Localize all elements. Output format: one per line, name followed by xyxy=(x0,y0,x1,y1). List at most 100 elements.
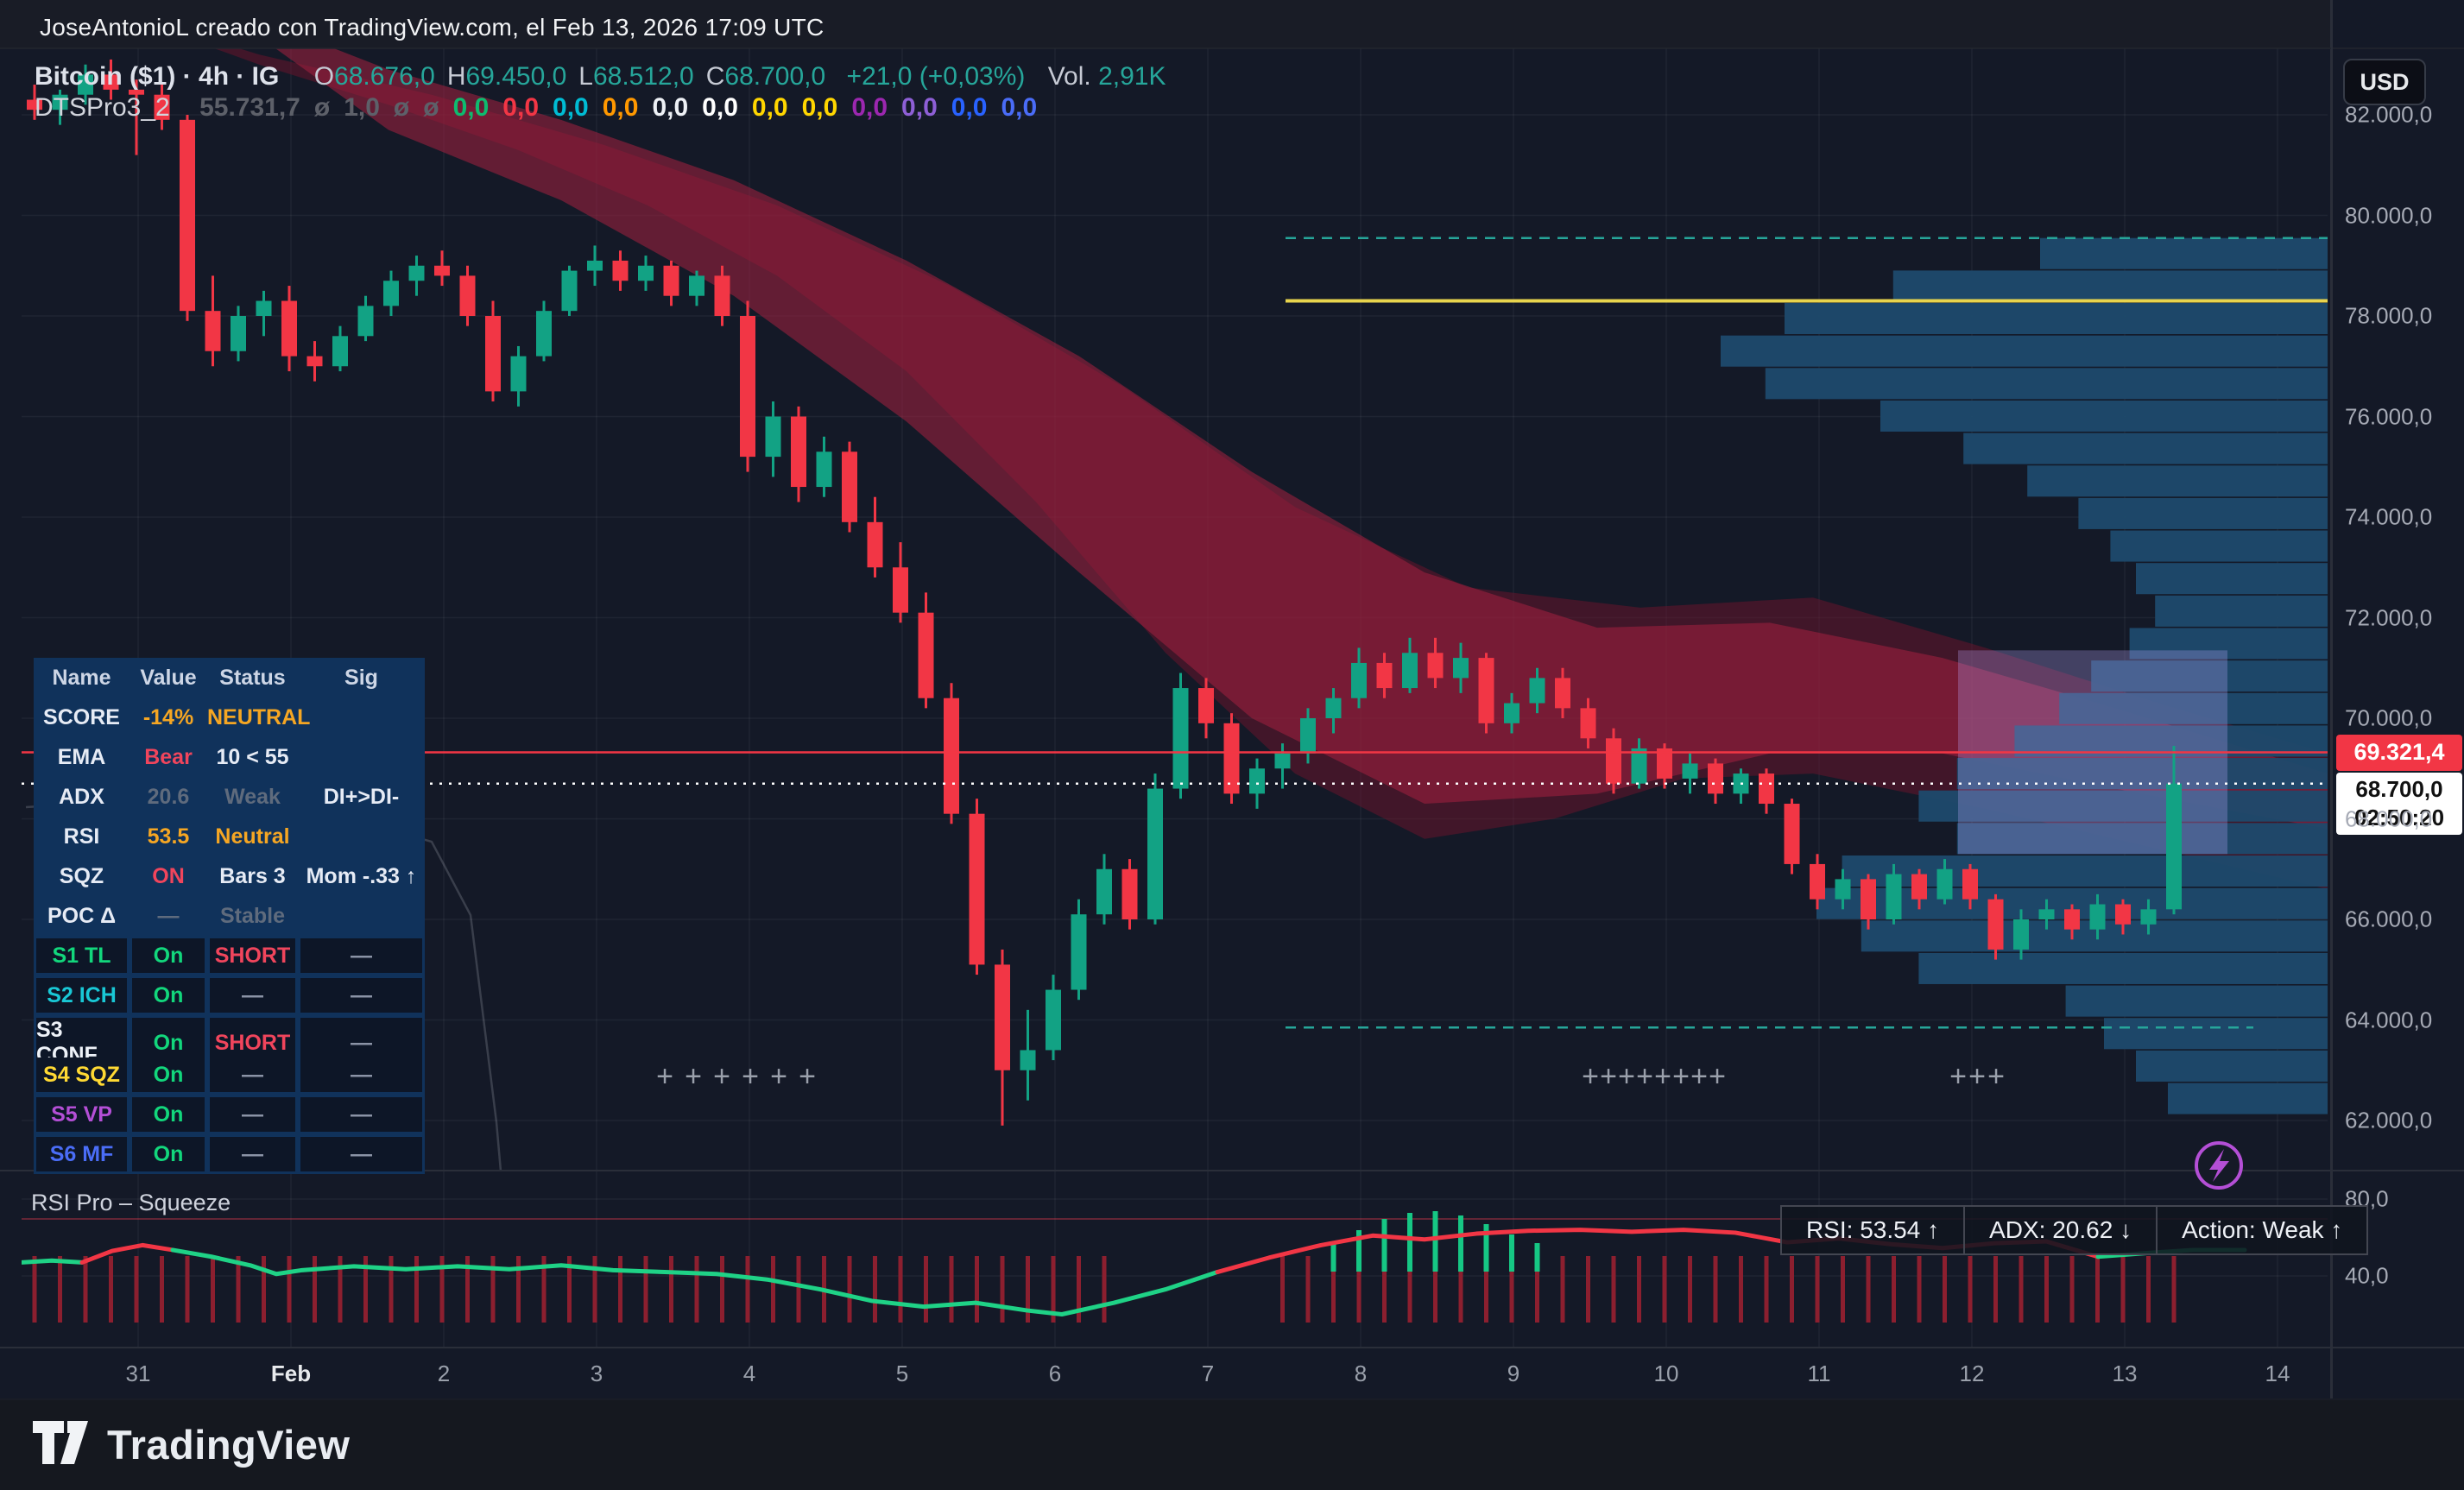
candle-body xyxy=(332,336,348,367)
candle-body xyxy=(1172,688,1189,789)
panel-cell: — xyxy=(210,1058,295,1092)
candle-body xyxy=(663,265,679,296)
squeeze-bar xyxy=(185,1256,190,1323)
candle-body xyxy=(1198,688,1214,723)
time-label: 6 xyxy=(1048,1361,1062,1386)
plus-mark: + xyxy=(713,1060,730,1093)
candle-body xyxy=(893,567,908,613)
time-label: 14 xyxy=(2265,1361,2290,1386)
last-price-value: 68.700,0 xyxy=(2355,775,2443,802)
squeeze-bar xyxy=(1433,1256,1437,1323)
squeeze-bar xyxy=(1051,1256,1056,1323)
squeeze-bar xyxy=(1000,1256,1005,1323)
squeeze-bar xyxy=(1688,1256,1692,1323)
time-label: 11 xyxy=(1807,1361,1831,1386)
price-tick: 68.000,0 xyxy=(2345,805,2433,831)
squeeze-bar xyxy=(2044,1256,2049,1323)
plus-mark: + xyxy=(799,1060,816,1093)
candle-body xyxy=(1096,868,1112,915)
lightning-icon xyxy=(2209,1149,2229,1182)
candle-body xyxy=(27,99,42,110)
candle-body xyxy=(2038,909,2055,919)
rsi-pane-title[interactable]: RSI Pro – Squeeze xyxy=(31,1190,231,1215)
panel-cell: 53.5 xyxy=(147,824,190,849)
squeeze-bar xyxy=(211,1256,215,1323)
candle-body xyxy=(689,275,704,296)
flash-action-button[interactable] xyxy=(2195,1141,2243,1190)
candle-body xyxy=(1835,879,1851,900)
currency-button[interactable]: USD xyxy=(2343,59,2426,105)
squeeze-bar xyxy=(1637,1256,1641,1323)
squeeze-bar xyxy=(1586,1256,1590,1323)
panel-cell: DI+>DI- xyxy=(323,784,400,809)
panel-cell: — xyxy=(210,1097,295,1132)
panel-cell: — xyxy=(210,978,295,1013)
candle-body xyxy=(1147,788,1163,919)
candle-body xyxy=(2013,919,2029,950)
squeeze-bar xyxy=(924,1256,928,1323)
candle-wick xyxy=(135,79,138,155)
squeeze-bar xyxy=(2069,1256,2075,1323)
price-axis[interactable]: USD 69.321,4 68.700,0 02:50:20 82.000,0 8… xyxy=(2331,0,2464,1398)
indicator-name[interactable]: DTSPro3_2 xyxy=(35,93,170,122)
squeeze-bar xyxy=(1535,1256,1539,1323)
price-tick: 72.000,0 xyxy=(2345,604,2433,630)
candle-body xyxy=(1325,698,1342,718)
tradingview-logo-icon[interactable] xyxy=(31,1417,98,1471)
panel-summary-row: SCORE -14% NEUTRAL xyxy=(34,698,425,737)
squeeze-bar xyxy=(618,1256,622,1323)
squeeze-bar xyxy=(694,1256,699,1323)
squeeze-bar xyxy=(338,1256,343,1323)
squeeze-bar xyxy=(1382,1256,1387,1323)
panel-cell: — xyxy=(300,1058,422,1092)
rsi-status-cell: ADX: 20.62 ↓ xyxy=(1963,1207,2156,1253)
squeeze-bar xyxy=(1943,1256,1947,1323)
squeeze-bar xyxy=(1892,1256,1896,1323)
indicator-value: 0,0 xyxy=(801,93,838,122)
time-label: 7 xyxy=(1201,1361,1215,1386)
indicator-value: ø xyxy=(423,93,439,122)
price-tick: 70.000,0 xyxy=(2345,704,2433,731)
squeeze-bar xyxy=(745,1256,750,1323)
candle-body xyxy=(2140,909,2157,925)
plus-mark: + xyxy=(1582,1060,1599,1093)
tradingview-logo-text[interactable]: TradingView xyxy=(107,1422,351,1468)
squeeze-bar xyxy=(2146,1256,2151,1323)
panel-summary-row: EMA Bear 10 < 55 xyxy=(34,737,425,777)
time-label: 8 xyxy=(1354,1361,1368,1386)
rsi-status-cell: RSI: 53.54 ↑ xyxy=(1806,1216,1940,1243)
squeeze-bar xyxy=(643,1256,648,1323)
panel-cell: S5 VP xyxy=(36,1097,127,1132)
panel-system-row: S6 MF On — — xyxy=(34,1134,425,1174)
squeeze-bar xyxy=(83,1256,88,1323)
ohlc-label: H xyxy=(446,62,466,91)
plus-mark: + xyxy=(742,1060,759,1093)
time-label: 13 xyxy=(2112,1361,2138,1386)
plus-mark: + xyxy=(685,1060,702,1093)
panel-cell: EMA xyxy=(57,744,106,769)
squeeze-bar xyxy=(236,1256,241,1323)
main-price-pane[interactable]: + + + + + + + + + + + + + + + + + xyxy=(22,0,2331,1269)
squeeze-bar xyxy=(389,1256,394,1323)
time-axis[interactable]: 31 Feb 2 3 4 5 6 7 8 9 10 11 12 13 14 xyxy=(0,1347,2464,1402)
panel-cell: Stable xyxy=(219,903,286,928)
symbol-legend[interactable]: Bitcoin ($1) · 4h · IG O68.676,0 H69.450,… xyxy=(35,62,1166,92)
plus-mark: + xyxy=(1618,1060,1635,1093)
candle-body xyxy=(1580,708,1596,739)
squeeze-bar xyxy=(32,1256,37,1323)
symbol-title[interactable]: Bitcoin ($1) · 4h · IG xyxy=(35,62,280,91)
panel-cell: On xyxy=(132,1058,205,1092)
indicator-legend[interactable]: DTSPro3_2 55.731,7 ø 1,0 ø ø 0,0 0,0 0,0 0,0 0,0 0… xyxy=(35,93,1037,123)
squeeze-bar xyxy=(1305,1256,1311,1323)
change-value: +21,0 (+0,03%) xyxy=(846,62,1026,91)
panel-cell: SHORT xyxy=(210,938,295,973)
candle-body xyxy=(1223,723,1240,794)
squeeze-bar xyxy=(1713,1256,1718,1323)
candle-body xyxy=(1020,1050,1036,1070)
indicator-values: 55.731,7 ø 1,0 ø ø 0,0 0,0 0,0 0,0 0,0 0,0 0,0 0,0 0,… xyxy=(186,93,1037,122)
squeeze-bar xyxy=(771,1256,775,1323)
indicator-value: 1,0 xyxy=(344,93,380,122)
indicator-dashboard-panel: Name Value Status Sig SCORE -14% NEUTRAL EMA Bea… xyxy=(34,658,425,1174)
panel-cell: Bear xyxy=(144,744,193,769)
